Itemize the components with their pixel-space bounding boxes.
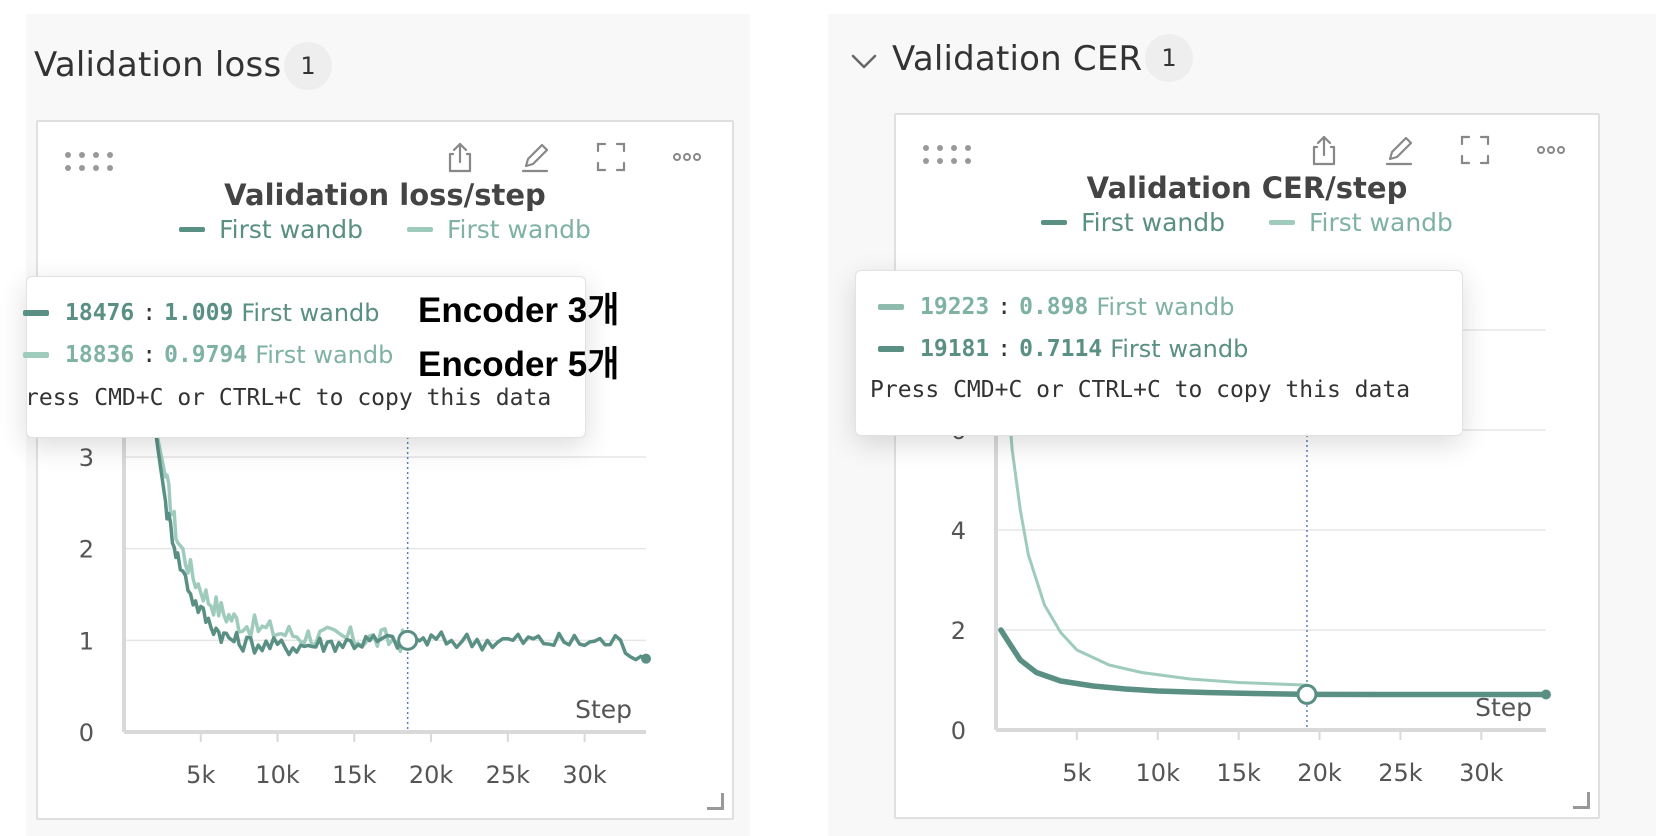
drag-handle-icon[interactable] bbox=[64, 150, 120, 174]
tooltip-value: 1.009 bbox=[164, 300, 234, 326]
series-end-point bbox=[1541, 689, 1551, 700]
tooltip-colon: : bbox=[997, 294, 1012, 320]
chart-title: Validation loss/step bbox=[224, 178, 546, 212]
legend-swatch bbox=[1041, 220, 1068, 225]
share-icon[interactable] bbox=[443, 140, 477, 174]
y-tick-label: 2 bbox=[79, 536, 94, 564]
tooltip-row: 19223 : 0.898 First wandb bbox=[878, 293, 1235, 321]
x-tick-label: 10k bbox=[255, 761, 300, 789]
y-tick-label: 2 bbox=[951, 617, 966, 645]
series-line bbox=[999, 278, 1309, 687]
x-tick-label: 20k bbox=[409, 761, 454, 789]
data-tooltip: 19223 : 0.898 First wandb 19181 : 0.7114… bbox=[855, 270, 1463, 436]
hover-point bbox=[1296, 683, 1318, 705]
copy-hint: ress CMD+C or CTRL+C to copy this data bbox=[25, 385, 552, 411]
tooltip-value: 0.9794 bbox=[164, 342, 248, 368]
x-axis-label: Step bbox=[1475, 693, 1532, 722]
tooltip-swatch bbox=[23, 352, 49, 358]
drag-handle-icon[interactable] bbox=[922, 143, 978, 167]
tooltip-colon: : bbox=[142, 300, 157, 326]
tooltip-swatch bbox=[878, 304, 904, 310]
data-tooltip: 18476 : 1.009 First wandb 18836 : 0.9794… bbox=[23, 276, 586, 438]
x-tick-label: 5k bbox=[186, 761, 215, 789]
chart-legend: First wandb First wandb bbox=[896, 208, 1598, 237]
copy-hint: Press CMD+C or CTRL+C to copy this data bbox=[870, 377, 1411, 403]
legend-swatch bbox=[407, 227, 433, 232]
legend-swatch bbox=[179, 227, 206, 232]
x-tick-label: 30k bbox=[1459, 759, 1504, 787]
legend-label: First wandb bbox=[1309, 208, 1453, 237]
more-icon[interactable] bbox=[670, 140, 704, 174]
series-line bbox=[998, 627, 1549, 698]
x-tick-label: 15k bbox=[1216, 759, 1261, 787]
section-title-validation-loss[interactable]: Validation loss bbox=[34, 45, 282, 85]
chart-panel-validation-loss[interactable]: Validation loss/step First wandb First w… bbox=[36, 120, 734, 820]
y-tick-label: 3 bbox=[79, 444, 94, 472]
resize-corner-icon[interactable] bbox=[707, 793, 724, 810]
y-tick-label: 0 bbox=[79, 719, 94, 747]
hover-point bbox=[397, 629, 419, 651]
tooltip-swatch bbox=[23, 310, 49, 316]
x-tick-label: 15k bbox=[332, 761, 377, 789]
tooltip-run-name: First wandb bbox=[1096, 293, 1235, 321]
tooltip-row: 19181 : 0.7114 First wandb bbox=[878, 335, 1248, 363]
y-tick-label: 4 bbox=[951, 517, 966, 545]
fullscreen-icon[interactable] bbox=[1458, 133, 1492, 167]
series-line bbox=[149, 400, 648, 662]
panel-count-badge: 1 bbox=[284, 42, 332, 90]
legend-label: First wandb bbox=[219, 215, 363, 244]
tooltip-run-name: First wandb bbox=[1110, 335, 1249, 363]
tooltip-step: 19223 bbox=[920, 294, 990, 320]
tooltip-step: 19181 bbox=[920, 336, 990, 362]
legend-item[interactable]: First wandb bbox=[1041, 208, 1225, 237]
series-end-point bbox=[641, 653, 651, 664]
y-tick-label: 0 bbox=[951, 717, 966, 745]
x-tick-label: 5k bbox=[1062, 759, 1091, 787]
legend-label: First wandb bbox=[447, 215, 591, 244]
chevron-down-icon[interactable] bbox=[850, 47, 878, 75]
tooltip-step: 18836 bbox=[65, 342, 135, 368]
legend-item[interactable]: First wandb bbox=[1269, 208, 1453, 237]
fullscreen-icon[interactable] bbox=[594, 140, 628, 174]
resize-corner-icon[interactable] bbox=[1573, 792, 1590, 809]
x-tick-label: 20k bbox=[1297, 759, 1342, 787]
panel-count-badge: 1 bbox=[1145, 34, 1193, 82]
edit-icon[interactable] bbox=[1382, 133, 1416, 167]
x-tick-label: 10k bbox=[1136, 759, 1181, 787]
tooltip-colon: : bbox=[142, 342, 157, 368]
chart-legend: First wandb First wandb bbox=[38, 215, 732, 244]
tooltip-run-name: First wandb bbox=[255, 341, 394, 369]
tooltip-step: 18476 bbox=[65, 300, 135, 326]
y-tick-label: 1 bbox=[79, 627, 94, 655]
more-icon[interactable] bbox=[1534, 133, 1568, 167]
x-tick-label: 25k bbox=[1378, 759, 1423, 787]
x-tick-label: 25k bbox=[486, 761, 531, 789]
legend-item[interactable]: First wandb bbox=[407, 215, 591, 244]
edit-icon[interactable] bbox=[518, 140, 552, 174]
tooltip-row: 18476 : 1.009 First wandb bbox=[23, 299, 380, 327]
legend-swatch bbox=[1269, 220, 1295, 225]
x-tick-label: 30k bbox=[562, 761, 607, 789]
series-line bbox=[149, 400, 415, 654]
x-axis-label: Step bbox=[575, 695, 632, 724]
share-icon[interactable] bbox=[1307, 133, 1341, 167]
tooltip-row: 18836 : 0.9794 First wandb bbox=[23, 341, 393, 369]
annotation-encoder-3: Encoder 3개 bbox=[418, 291, 620, 330]
section-title-validation-cer[interactable]: Validation CER bbox=[892, 39, 1143, 79]
tooltip-colon: : bbox=[997, 336, 1012, 362]
tooltip-value: 0.898 bbox=[1019, 294, 1089, 320]
legend-item[interactable]: First wandb bbox=[179, 215, 363, 244]
validation-loss-chart[interactable]: 0 1 2 3 5k 10k 15k 20k 25k 30k Step bbox=[38, 122, 734, 820]
chart-panel-validation-cer[interactable]: Validation CER/step First wandb First wa… bbox=[894, 113, 1600, 819]
tooltip-swatch bbox=[878, 346, 904, 352]
tooltip-value: 0.7114 bbox=[1019, 336, 1103, 362]
chart-title: Validation CER/step bbox=[1086, 171, 1408, 205]
annotation-encoder-5: Encoder 5개 bbox=[418, 345, 620, 384]
legend-label: First wandb bbox=[1081, 208, 1225, 237]
validation-cer-chart[interactable]: 024685k10k15k20k25k30kStep bbox=[896, 115, 1600, 819]
tooltip-run-name: First wandb bbox=[241, 299, 380, 327]
